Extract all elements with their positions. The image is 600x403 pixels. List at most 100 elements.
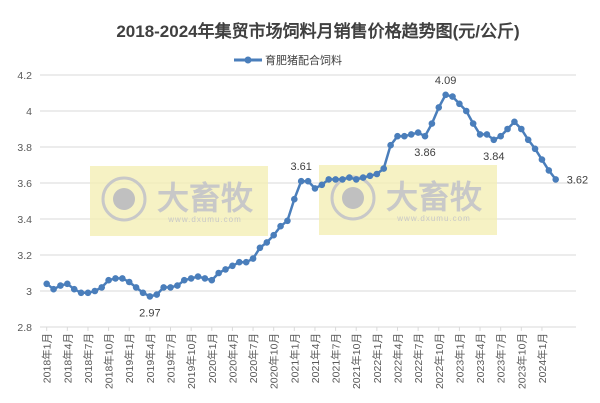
data-point [428, 120, 436, 127]
x-tick-label: 2023年7月 [495, 333, 508, 383]
x-tick-label: 2020年4月 [226, 333, 239, 383]
x-tick-label: 2022年10月 [433, 333, 446, 389]
data-point [394, 132, 401, 140]
data-point [352, 176, 360, 183]
data-label: 3.61 [290, 161, 311, 173]
data-point [277, 222, 284, 230]
chart-title: 2018-2024年集贸市场饲料月销售价格趋势图(元/公斤) [116, 21, 519, 41]
data-point [187, 275, 195, 282]
data-point [407, 131, 415, 138]
data-point [421, 132, 429, 140]
data-point [366, 172, 374, 180]
x-tick-label: 2022年1月 [371, 333, 384, 383]
data-point [284, 217, 291, 225]
data-point [531, 145, 539, 153]
data-point [249, 255, 257, 262]
x-tick-label: 2019年10月 [185, 333, 198, 389]
data-point [256, 244, 264, 252]
data-point [497, 132, 504, 140]
data-point [545, 167, 553, 174]
x-tick-label: 2020年7月 [247, 333, 260, 383]
data-point [311, 185, 319, 192]
watermark-brand: 大畜牧 [157, 180, 254, 216]
data-point [167, 284, 174, 291]
data-point [462, 107, 470, 115]
x-tick-label: 2018年7月 [82, 333, 95, 383]
data-point [215, 269, 222, 277]
data-point [194, 273, 202, 280]
data-point [70, 285, 78, 293]
data-point [387, 141, 394, 149]
data-point [105, 276, 112, 284]
data-point [297, 177, 305, 185]
data-point [84, 289, 92, 297]
x-tick-label: 2023年10月 [515, 333, 528, 389]
data-point [43, 280, 50, 288]
data-point [242, 258, 250, 266]
data-point [64, 280, 71, 288]
y-tick-label: 3.8 [17, 142, 32, 154]
data-point [304, 177, 312, 185]
data-point [160, 284, 167, 291]
data-point [435, 104, 443, 111]
data-label: 3.62 [567, 174, 588, 186]
data-point [401, 132, 408, 140]
data-point [139, 289, 147, 297]
data-point [208, 276, 216, 284]
data-point [380, 165, 388, 172]
watermark-brand: 大畜牧 [386, 179, 483, 215]
watermark-url: www.dxumu.com [167, 215, 241, 224]
data-point [332, 176, 339, 183]
data-point [504, 125, 511, 133]
x-tick-label: 2021年1月 [288, 333, 301, 383]
data-point [98, 284, 106, 291]
x-tick-label: 2018年4月 [61, 333, 74, 383]
data-point [442, 91, 449, 99]
data-point [222, 266, 229, 273]
data-point [180, 276, 188, 284]
x-tick-label: 2023年4月 [474, 333, 487, 383]
data-point [57, 282, 64, 289]
data-point [174, 282, 181, 289]
data-point [359, 174, 367, 181]
x-tick-label: 2022年7月 [412, 333, 425, 383]
data-point [538, 156, 546, 163]
data-point [146, 293, 154, 300]
data-point [490, 136, 498, 144]
watermark-left: 大畜牧 www.dxumu.com [90, 166, 268, 236]
data-point [456, 100, 463, 108]
x-tick-label: 2021年4月 [309, 333, 322, 383]
data-point [476, 131, 484, 138]
data-point [91, 287, 99, 295]
x-tick-label: 2019年7月 [165, 333, 178, 383]
x-tick-label: 2022年4月 [391, 333, 404, 383]
data-point [524, 136, 532, 144]
x-tick-label: 2020年1月 [206, 333, 219, 383]
y-tick-label: 3 [26, 286, 32, 298]
data-point [132, 284, 140, 291]
data-label: 4.09 [435, 75, 456, 87]
data-point [77, 289, 85, 297]
data-point [449, 93, 456, 100]
data-point [229, 262, 236, 270]
data-point [373, 170, 381, 178]
data-point [469, 120, 477, 127]
data-point [346, 174, 353, 181]
data-point [263, 239, 271, 246]
data-point [50, 285, 57, 293]
x-tick-label: 2019年1月 [123, 333, 136, 383]
y-tick-label: 3.4 [17, 214, 32, 226]
x-tick-label: 2021年7月 [330, 333, 343, 383]
data-point [201, 275, 209, 282]
data-point [112, 275, 119, 282]
y-tick-label: 3.2 [17, 250, 32, 262]
y-tick-label: 4.2 [17, 70, 32, 82]
data-point [414, 129, 422, 136]
data-point [291, 195, 298, 203]
x-tick-label: 2023年1月 [453, 333, 466, 383]
x-tick-label: 2018年10月 [103, 333, 116, 389]
data-point [339, 176, 346, 183]
data-label: 2.97 [139, 307, 160, 319]
x-tick-label: 2021年10月 [350, 333, 363, 389]
